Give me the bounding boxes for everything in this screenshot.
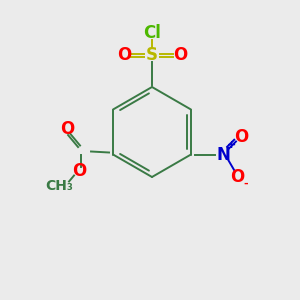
Text: Cl: Cl: [143, 24, 161, 42]
Text: O: O: [230, 167, 244, 185]
Text: +: +: [227, 140, 237, 151]
Text: N: N: [216, 146, 230, 164]
Text: O: O: [234, 128, 248, 146]
Text: O: O: [60, 121, 74, 139]
Text: O: O: [173, 46, 187, 64]
Text: O: O: [117, 46, 131, 64]
Text: O: O: [72, 163, 86, 181]
Text: S: S: [146, 46, 158, 64]
Text: -: -: [244, 178, 248, 188]
Text: CH₃: CH₃: [45, 178, 73, 193]
